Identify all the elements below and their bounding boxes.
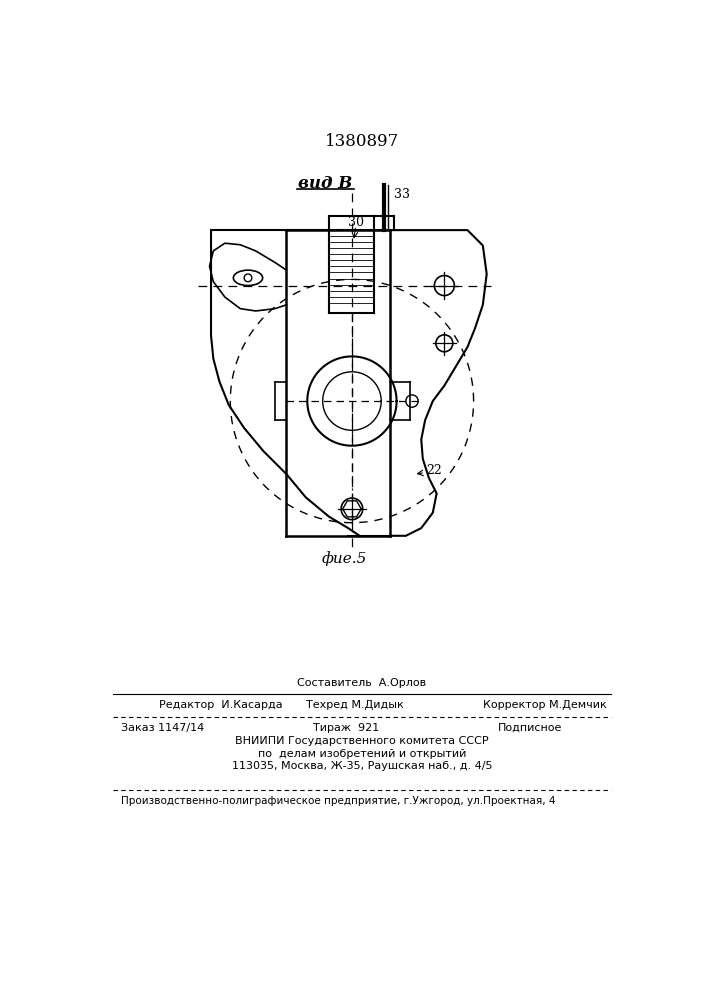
Text: по  делам изобретений и открытий: по делам изобретений и открытий (258, 749, 466, 759)
Text: 30: 30 (348, 216, 364, 229)
Text: Составитель  А.Орлов: Составитель А.Орлов (298, 678, 426, 688)
Text: 113035, Москва, Ж-35, Раушская наб., д. 4/5: 113035, Москва, Ж-35, Раушская наб., д. … (232, 761, 492, 771)
Text: Подписное: Подписное (498, 723, 563, 733)
Text: Корректор М.Демчик: Корректор М.Демчик (483, 700, 607, 710)
Text: Заказ 1147/14: Заказ 1147/14 (121, 723, 204, 733)
Text: Редактор  И.Касарда: Редактор И.Касарда (160, 700, 283, 710)
Text: Производственно-полиграфическое предприятие, г.Ужгород, ул.Проектная, 4: Производственно-полиграфическое предприя… (121, 796, 556, 806)
Text: 22: 22 (426, 464, 443, 477)
Text: вид В: вид В (298, 175, 352, 192)
Text: 33: 33 (395, 188, 410, 201)
Text: фие.5: фие.5 (322, 551, 367, 566)
Text: Техред М.Дидык: Техред М.Дидык (305, 700, 404, 710)
Text: ВНИИПИ Государственного комитета СССР: ВНИИПИ Государственного комитета СССР (235, 736, 489, 746)
Text: 1380897: 1380897 (325, 133, 399, 150)
Text: Тираж  921: Тираж 921 (313, 723, 380, 733)
